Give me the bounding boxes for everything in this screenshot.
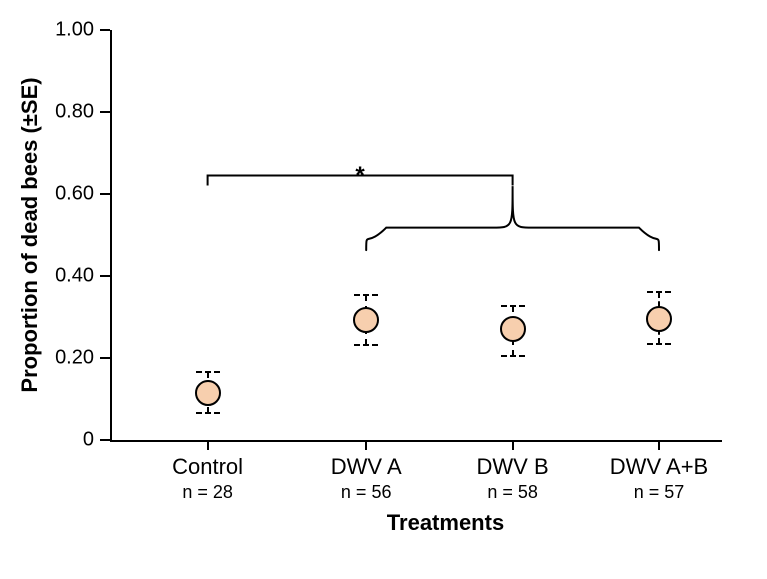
x-tick	[512, 440, 514, 450]
x-tick-n-label: n = 57	[634, 482, 685, 503]
y-tick	[100, 275, 110, 277]
error-cap	[501, 355, 525, 357]
x-tick-label: Control	[172, 454, 243, 480]
x-tick-n-label: n = 28	[182, 482, 233, 503]
x-tick	[365, 440, 367, 450]
data-point	[353, 307, 379, 333]
error-cap	[647, 343, 671, 345]
error-cap	[354, 344, 378, 346]
data-point	[195, 380, 221, 406]
y-tick	[100, 193, 110, 195]
y-tick-label: 1.00	[55, 19, 94, 42]
x-axis-label: Treatments	[387, 510, 504, 536]
y-tick-label: 0	[83, 429, 94, 452]
y-tick-label: 0.40	[55, 265, 94, 288]
error-cap	[196, 412, 220, 414]
data-point	[646, 306, 672, 332]
x-tick-label: DWV B	[477, 454, 549, 480]
error-cap	[354, 294, 378, 296]
error-cap	[196, 371, 220, 373]
y-tick-label: 0.80	[55, 101, 94, 124]
x-tick-label: DWV A	[331, 454, 402, 480]
y-tick-label: 0.20	[55, 347, 94, 370]
error-cap	[647, 291, 671, 293]
x-tick-n-label: n = 56	[341, 482, 392, 503]
x-tick	[658, 440, 660, 450]
figure: Proportion of dead bees (±SE) Treatments…	[0, 0, 767, 579]
x-tick	[207, 440, 209, 450]
y-tick	[100, 111, 110, 113]
y-tick	[100, 439, 110, 441]
x-tick-label: DWV A+B	[610, 454, 708, 480]
x-tick-n-label: n = 58	[487, 482, 538, 503]
y-tick	[100, 29, 110, 31]
significance-marker: *	[355, 162, 364, 190]
y-tick	[100, 357, 110, 359]
error-cap	[501, 305, 525, 307]
y-axis-label: Proportion of dead bees (±SE)	[17, 77, 43, 392]
data-point	[500, 316, 526, 342]
y-tick-label: 0.60	[55, 183, 94, 206]
